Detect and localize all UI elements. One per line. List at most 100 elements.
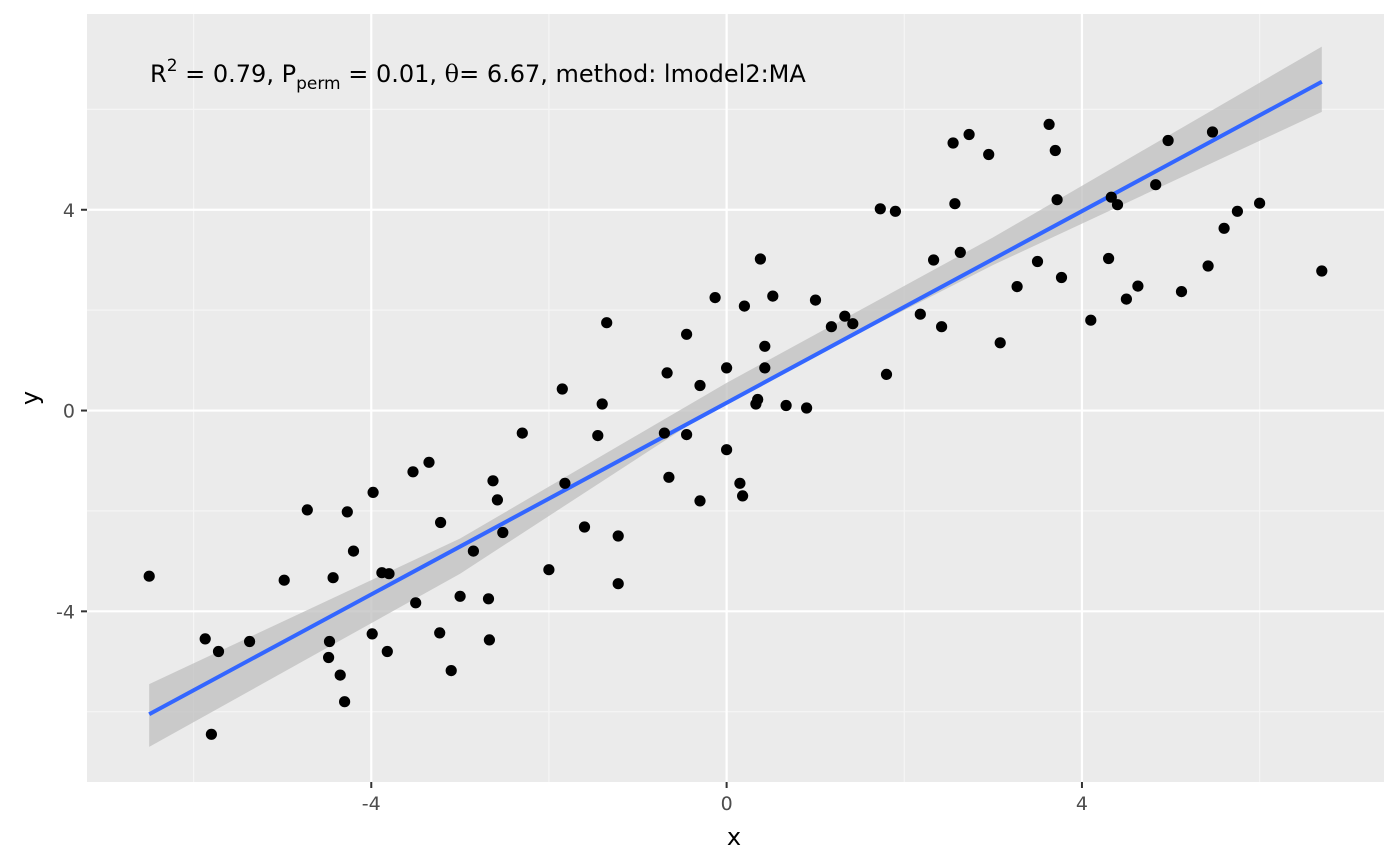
data-point (434, 627, 446, 639)
data-point (721, 444, 733, 456)
x-tick-label: -4 (362, 793, 381, 815)
data-point (556, 383, 568, 395)
data-point (578, 521, 591, 533)
data-point (592, 430, 604, 442)
data-point (734, 477, 746, 489)
data-point (454, 590, 466, 602)
data-point (694, 495, 706, 507)
data-point (754, 253, 767, 265)
data-point (1254, 197, 1266, 209)
data-point (1103, 252, 1115, 265)
data-point (423, 456, 435, 468)
data-points (143, 118, 1328, 740)
data-point (983, 148, 995, 161)
confidence-band-layer (149, 46, 1322, 747)
x-tick-label: 4 (1076, 793, 1088, 815)
data-point (949, 198, 961, 210)
data-point (914, 308, 926, 320)
data-point (497, 526, 509, 539)
confidence-band (149, 46, 1322, 747)
data-point (1120, 293, 1132, 305)
data-point (737, 490, 749, 502)
data-point (483, 634, 495, 646)
data-point (1049, 144, 1061, 157)
data-point (323, 635, 336, 648)
data-point (1031, 255, 1044, 268)
data-point (1162, 134, 1174, 147)
annotation-p-value: = 0.01, (341, 60, 445, 88)
data-point (709, 292, 721, 304)
data-point (1218, 222, 1230, 234)
data-point (658, 427, 671, 439)
data-point (383, 568, 395, 580)
annotation-r-value: = 0.79, (178, 60, 282, 88)
data-point (323, 651, 335, 664)
data-point (1202, 260, 1214, 272)
y-tick-label: -4 (56, 601, 75, 623)
data-point (1055, 271, 1068, 284)
data-point (847, 318, 859, 330)
data-point (410, 597, 422, 609)
data-point (1051, 194, 1063, 206)
data-point (601, 317, 613, 329)
annotation-p-sub: perm (296, 74, 341, 94)
data-point (809, 294, 822, 306)
data-point (445, 665, 457, 677)
data-point (928, 254, 940, 266)
data-point (721, 362, 733, 374)
regression-line-layer (148, 80, 1323, 716)
x-axis-label: x (727, 823, 741, 851)
data-point (694, 379, 706, 392)
annotation-theta-value: = 6.67, method: lmodel2:MA (459, 60, 806, 88)
data-point (559, 477, 571, 489)
y-tick-label: 4 (63, 200, 75, 222)
data-point (334, 669, 346, 681)
data-point (825, 321, 838, 333)
axis-ticks: -4 0 4 -4 0 4 (56, 200, 1088, 815)
data-point (994, 337, 1006, 349)
data-point (738, 300, 751, 312)
data-point (1206, 126, 1219, 138)
data-point (681, 328, 693, 340)
data-point (1316, 265, 1328, 277)
data-point (889, 205, 902, 217)
data-point (491, 494, 503, 506)
data-point (212, 645, 225, 658)
data-point (244, 635, 256, 648)
y-axis-label: y (16, 391, 44, 405)
data-point (467, 545, 479, 557)
stats-annotation: R2 = 0.79, Pperm = 0.01, θ= 6.67, method… (150, 56, 806, 94)
data-point (301, 504, 313, 516)
data-point (143, 570, 155, 582)
data-point (1011, 281, 1023, 293)
data-point (278, 574, 290, 586)
y-tick-label: 0 (63, 401, 75, 423)
annotation-theta-label: θ (445, 60, 459, 88)
data-point (366, 628, 378, 640)
data-point (339, 696, 351, 708)
data-point (327, 572, 339, 584)
x-tick-label: 0 (721, 793, 733, 815)
minor-gridlines (87, 14, 1384, 782)
data-point (947, 137, 959, 149)
data-point (936, 321, 948, 333)
data-point (801, 402, 813, 414)
data-point (1150, 179, 1162, 191)
data-point (1231, 205, 1243, 217)
data-point (407, 466, 419, 478)
annotation-r-sup: 2 (167, 56, 178, 76)
data-point (341, 506, 353, 518)
data-point (435, 516, 447, 529)
data-point (1105, 191, 1117, 203)
data-point (1111, 199, 1124, 211)
data-point (487, 475, 499, 487)
data-point (1085, 314, 1097, 326)
data-point (663, 471, 675, 483)
annotation-p-label: P (282, 60, 296, 88)
data-point (1043, 118, 1055, 130)
data-point (767, 290, 779, 302)
data-point (205, 728, 217, 740)
data-point (612, 578, 624, 590)
regression-line (148, 80, 1323, 716)
